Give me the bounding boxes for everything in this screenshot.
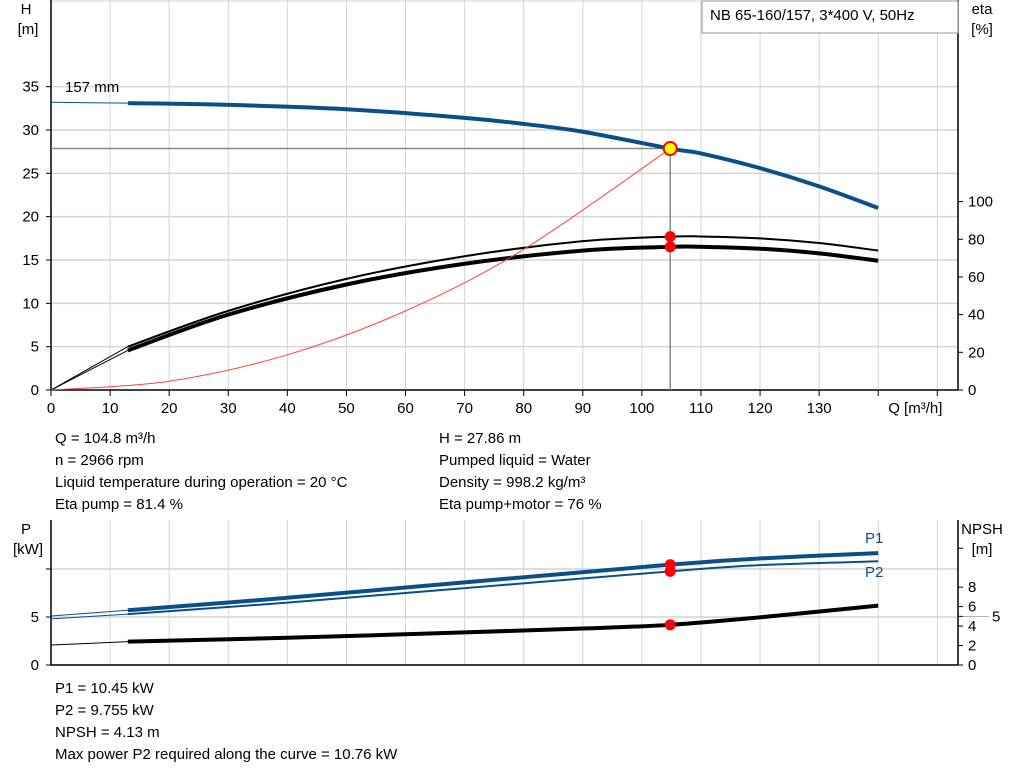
y-axis-unit: [m] [18, 21, 39, 38]
x-tick-label: 0 [47, 400, 55, 417]
info-top-right: H = 27.86 m Pumped liquid = Water Densit… [439, 428, 602, 516]
info-h: H = 27.86 m [439, 430, 522, 447]
info-q: Q = 104.8 m³/h [55, 430, 156, 447]
y2-tick-label: 80 [968, 231, 985, 248]
x-tick-label: 30 [220, 400, 237, 417]
y-axis-unit: [kW] [13, 541, 43, 558]
y-axis-label: P [21, 521, 31, 538]
x-tick-label: 80 [515, 400, 532, 417]
curve-H [127, 101, 879, 210]
y2-axis-label: eta [972, 1, 994, 18]
x-tick-label: 100 [629, 400, 654, 417]
curve-system [50, 148, 671, 391]
y2-tick-label: 20 [968, 344, 985, 361]
operating-point-h [662, 141, 678, 157]
curve-P1 [127, 551, 879, 613]
operating-point-p2 [664, 565, 676, 577]
y-tick-label: 5 [31, 339, 39, 356]
info-n: n = 2966 rpm [55, 452, 144, 469]
x-tick-label: 60 [397, 400, 414, 417]
x-tick-label: 90 [574, 400, 591, 417]
y2-tick-label: 2 [968, 638, 976, 655]
info-top-left: Q = 104.8 m³/h n = 2966 rpm Liquid tempe… [55, 428, 347, 516]
x-axis-label: Q [m³/h] [888, 400, 942, 417]
y2-axis-unit: [m] [972, 541, 993, 558]
curve-extension-eta_pump [50, 346, 129, 391]
y2-tick-label: 0 [968, 657, 976, 674]
chart-title: NB 65-160/157, 3*400 V, 50Hz [710, 7, 915, 24]
y2-tick-label: 8 [968, 579, 976, 596]
y-tick-label: 0 [31, 657, 39, 674]
curve-extension-P2 [50, 613, 128, 620]
title-box [701, 0, 959, 34]
y-tick-label: 25 [22, 165, 39, 182]
series-label-p1: P1 [865, 530, 883, 547]
y-tick-label: 0 [31, 382, 39, 399]
x-tick-label: 110 [689, 400, 713, 417]
info-p2: P2 = 9.755 kW [55, 702, 154, 719]
info-density: Density = 998.2 kg/m³ [439, 474, 586, 491]
info-bottom: P1 = 10.45 kW P2 = 9.755 kW NPSH = 4.13 … [55, 678, 397, 766]
y-tick-label: 5 [31, 609, 39, 626]
x-tick-label: 120 [748, 400, 773, 417]
operating-point-npsh [664, 619, 676, 631]
info-temp: Liquid temperature during operation = 20… [55, 474, 348, 491]
curve-extension-H [50, 101, 128, 104]
x-tick-label: 40 [279, 400, 296, 417]
curve-eta_pump [127, 235, 879, 348]
x-tick-label: 50 [338, 400, 355, 417]
y2-tick-label: 4 [968, 618, 976, 635]
y-tick-label: 15 [22, 252, 39, 269]
y-tick-label: 10 [22, 295, 39, 312]
curve-extension-P1 [50, 609, 128, 617]
info-eta-pump: Eta pump = 81.4 % [55, 496, 183, 513]
operating-point-eta-pump [664, 231, 676, 243]
x-tick-label: 20 [161, 400, 178, 417]
curve-label: 157 mm [65, 79, 119, 96]
y2-tick-label: 100 [968, 194, 993, 211]
info-eta-pump-motor: Eta pump+motor = 76 % [439, 496, 602, 513]
info-p1: P1 = 10.45 kW [55, 680, 154, 697]
y-tick-label: 35 [22, 79, 39, 96]
y2-tick-label: 60 [968, 269, 985, 286]
y-axis-label: H [21, 1, 32, 18]
curve-P2 [127, 560, 879, 616]
x-tick-label: 130 [807, 400, 832, 417]
info-npsh: NPSH = 4.13 m [55, 724, 160, 741]
info-max-p2: Max power P2 required along the curve = … [55, 746, 398, 763]
y2-tick-label: 5 [992, 608, 1000, 625]
y2-tick-label: 0 [968, 382, 976, 399]
y2-tick-label: 6 [968, 599, 976, 616]
y-tick-label: 20 [22, 209, 39, 226]
curve-extension-NPSH [50, 641, 128, 646]
y2-tick-label: 40 [968, 307, 985, 324]
series-label-p2: P2 [865, 564, 883, 581]
curve-extension-eta_pump_motor [50, 349, 129, 391]
curve-NPSH [127, 603, 879, 644]
info-liquid: Pumped liquid = Water [439, 452, 591, 469]
curve-eta_pump_motor [127, 244, 879, 353]
operating-point-eta-pump-motor [664, 241, 676, 253]
y2-axis-label: NPSH [961, 521, 1003, 538]
x-tick-label: 70 [456, 400, 473, 417]
y2-axis-unit: [%] [971, 21, 993, 38]
x-tick-label: 10 [102, 400, 119, 417]
y-tick-label: 30 [22, 122, 39, 139]
